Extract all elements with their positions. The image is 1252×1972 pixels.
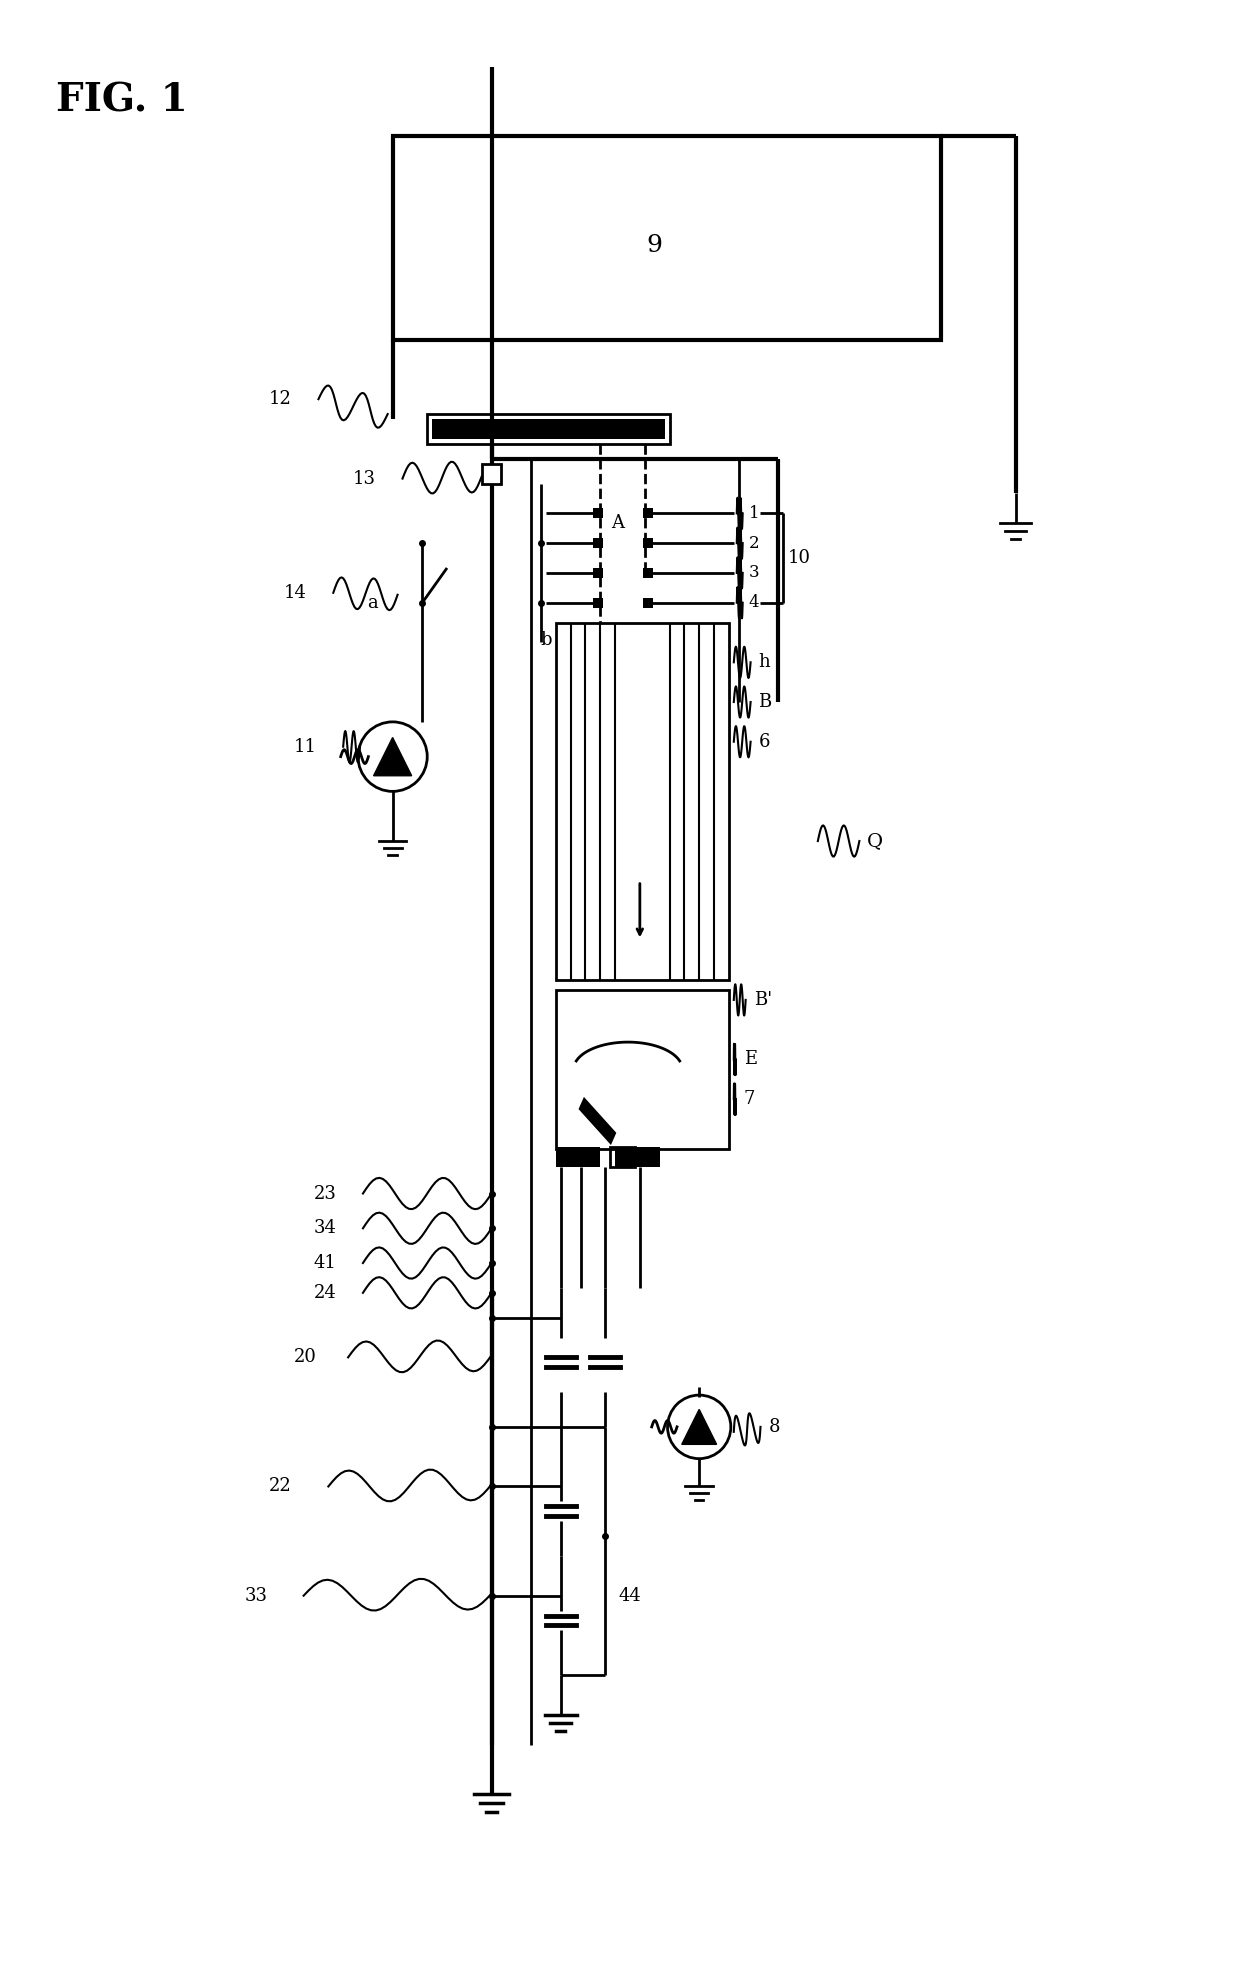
Text: 34: 34 [313, 1219, 337, 1236]
Text: 14: 14 [284, 584, 307, 601]
Bar [393, 136, 942, 339]
Bar [593, 538, 603, 548]
Text: 20: 20 [294, 1349, 317, 1367]
Text: 7: 7 [744, 1091, 755, 1108]
Bar [642, 598, 652, 607]
Text: 41: 41 [313, 1254, 337, 1272]
Text: 22: 22 [269, 1477, 292, 1495]
Bar [482, 463, 501, 483]
Text: 6: 6 [759, 734, 770, 751]
Text: 33: 33 [244, 1587, 267, 1605]
Text: 8: 8 [769, 1418, 780, 1436]
Text: B: B [759, 692, 771, 712]
Text: h: h [759, 653, 770, 670]
Bar [556, 1148, 600, 1167]
Bar [642, 568, 652, 578]
Text: 12: 12 [269, 390, 292, 408]
Bar [615, 1148, 660, 1167]
Text: 3: 3 [749, 564, 759, 582]
Bar [593, 509, 603, 519]
Polygon shape [682, 1410, 716, 1444]
Bar [642, 509, 652, 519]
Text: FIG. 1: FIG. 1 [56, 81, 188, 120]
Text: B': B' [754, 990, 771, 1010]
Polygon shape [373, 738, 412, 775]
Text: 10: 10 [789, 548, 811, 568]
Text: 24: 24 [313, 1284, 337, 1302]
Bar [432, 418, 665, 440]
Bar [578, 1096, 616, 1146]
Text: 13: 13 [353, 469, 376, 487]
Bar [556, 623, 729, 980]
Bar [593, 598, 603, 607]
Text: 9: 9 [647, 235, 662, 256]
Text: 23: 23 [313, 1185, 337, 1203]
Text: 44: 44 [618, 1587, 641, 1605]
Bar [556, 990, 729, 1150]
Text: 2: 2 [749, 534, 759, 552]
Text: 4: 4 [749, 594, 759, 611]
Text: 1: 1 [749, 505, 759, 523]
Bar [610, 1148, 635, 1167]
Text: A: A [611, 515, 625, 532]
Text: 11: 11 [294, 738, 317, 755]
Text: E: E [744, 1051, 756, 1069]
Bar [593, 568, 603, 578]
Bar [427, 414, 670, 444]
Text: Q: Q [868, 832, 884, 850]
Text: b: b [540, 631, 552, 649]
Text: a: a [368, 594, 378, 611]
Bar [642, 538, 652, 548]
